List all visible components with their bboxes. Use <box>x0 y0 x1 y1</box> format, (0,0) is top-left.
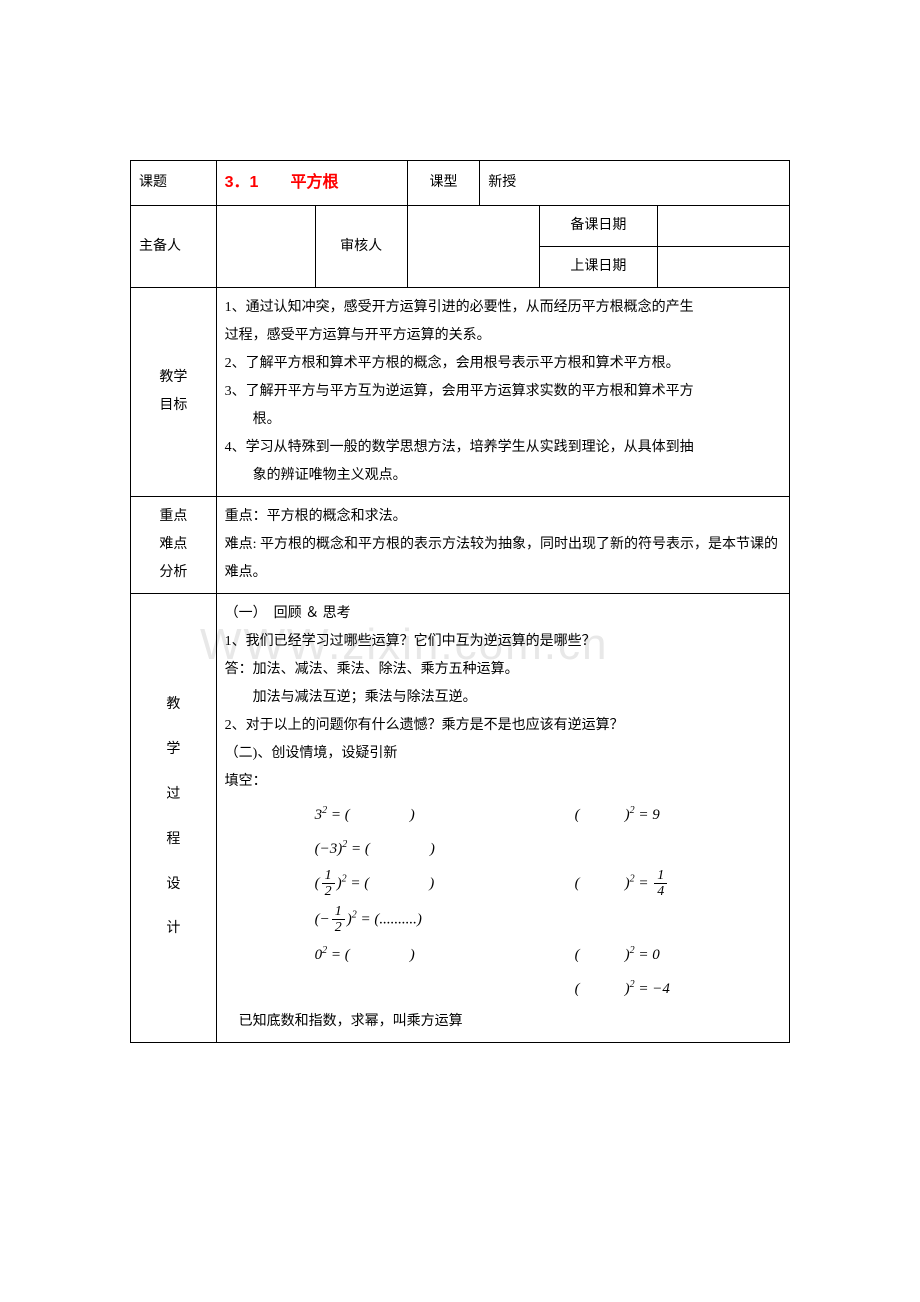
math-expr: ( )2 = 0 <box>575 940 775 970</box>
process-line: 2、对于以上的问题你有什么遗憾？乘方是不是也应该有逆运算？ <box>225 712 781 740</box>
keypoints-char: 重点 <box>139 503 208 531</box>
objectives-char: 目标 <box>139 392 208 420</box>
math-expr: ( )2 = −4 <box>575 974 775 1004</box>
objectives-content: 1、通过认知冲突，感受开方运算引进的必要性，从而经历平方根概念的产生 过程，感受… <box>216 288 789 497</box>
math-expr: ( )2 = 14 <box>575 868 775 900</box>
label-process: 教 学 过 程 设 计 <box>131 594 217 1043</box>
label-keypoints: 重点 难点 分析 <box>131 497 217 594</box>
class-type-value: 新授 <box>480 161 790 206</box>
math-block: 32 = ( ) ( )2 = 9 (−3)2 = ( ) (12)2 = ( … <box>225 800 781 1004</box>
objective-line: 根。 <box>225 406 781 434</box>
objective-line: 过程，感受平方运算与开平方运算的关系。 <box>225 322 781 350</box>
math-row: (−3)2 = ( ) <box>315 834 781 864</box>
objective-line: 2、了解平方根和算术平方根的概念，会用根号表示平方根和算术平方根。 <box>225 350 781 378</box>
section-title: （一） 回顾 ＆ 思考 <box>225 600 781 628</box>
difficulty-line: 难点: 平方根的概念和平方根的表示方法较为抽象，同时出现了新的符号表示，是本节课… <box>225 531 781 587</box>
objective-line: 1、通过认知冲突，感受开方运算引进的必要性，从而经历平方根概念的产生 <box>225 294 781 322</box>
objective-line: 象的辨证唯物主义观点。 <box>225 462 781 490</box>
math-expr: (12)2 = ( ) <box>315 868 575 900</box>
process-char: 教 <box>139 683 208 728</box>
math-expr: (−3)2 = ( ) <box>315 834 575 864</box>
objective-line: 3、了解开平方与平方互为逆运算，会用平方运算求实数的平方根和算术平方 <box>225 378 781 406</box>
math-row: (12)2 = ( ) ( )2 = 14 <box>315 868 781 900</box>
label-objectives: 教学 目标 <box>131 288 217 497</box>
keypoints-char: 分析 <box>139 559 208 587</box>
objective-line: 4、学习从特殊到一般的数学思想方法，培养学生从实践到理论，从具体到抽 <box>225 434 781 462</box>
process-line: 1、我们已经学习过哪些运算？它们中互为逆运算的是哪些？ <box>225 628 781 656</box>
section-title: （二)、创设情境，设疑引新 <box>225 740 781 768</box>
math-expr: 02 = ( ) <box>315 940 575 970</box>
preparer-value <box>216 206 315 288</box>
math-row: 32 = ( ) ( )2 = 9 <box>315 800 781 830</box>
prep-date-value <box>658 206 790 247</box>
objectives-char: 教学 <box>139 364 208 392</box>
label-topic: 课题 <box>131 161 217 206</box>
process-line: 填空： <box>225 768 781 796</box>
keypoints-char: 难点 <box>139 531 208 559</box>
math-expr: 32 = ( ) <box>315 800 575 830</box>
process-line: 答：加法、减法、乘法、除法、乘方五种运算。 <box>225 656 781 684</box>
math-row: ( )2 = −4 <box>315 974 781 1004</box>
keypoint-line: 重点：平方根的概念和求法。 <box>225 503 781 531</box>
process-line: 加法与减法互逆；乘法与除法互逆。 <box>225 684 781 712</box>
process-char: 计 <box>139 907 208 952</box>
title-cell: 3．1 平方根 <box>216 161 407 206</box>
math-expr: ( )2 = 9 <box>575 800 775 830</box>
process-line: 已知底数和指数，求幂，叫乘方运算 <box>225 1008 781 1036</box>
keypoints-content: 重点：平方根的概念和求法。 难点: 平方根的概念和平方根的表示方法较为抽象，同时… <box>216 497 789 594</box>
page-container: 课题 3．1 平方根 课型 新授 主备人 审核人 备课日期 上课日期 教学 目标… <box>0 0 920 1103</box>
math-row: (−12)2 = (..........) <box>315 904 781 936</box>
label-preparer: 主备人 <box>131 206 217 288</box>
math-row: 02 = ( ) ( )2 = 0 <box>315 940 781 970</box>
label-reviewer: 审核人 <box>315 206 407 288</box>
process-char: 过 <box>139 773 208 818</box>
label-class-type: 课型 <box>407 161 479 206</box>
label-prep-date: 备课日期 <box>539 206 658 247</box>
math-expr: (−12)2 = (..........) <box>315 904 575 936</box>
process-char: 程 <box>139 818 208 863</box>
process-content: （一） 回顾 ＆ 思考 1、我们已经学习过哪些运算？它们中互为逆运算的是哪些？ … <box>216 594 789 1043</box>
reviewer-value <box>407 206 539 288</box>
label-class-date: 上课日期 <box>539 247 658 288</box>
process-char: 学 <box>139 728 208 773</box>
lesson-title: 3．1 平方根 <box>225 174 339 191</box>
lesson-plan-table: 课题 3．1 平方根 课型 新授 主备人 审核人 备课日期 上课日期 教学 目标… <box>130 160 790 1043</box>
class-date-value <box>658 247 790 288</box>
process-char: 设 <box>139 863 208 908</box>
